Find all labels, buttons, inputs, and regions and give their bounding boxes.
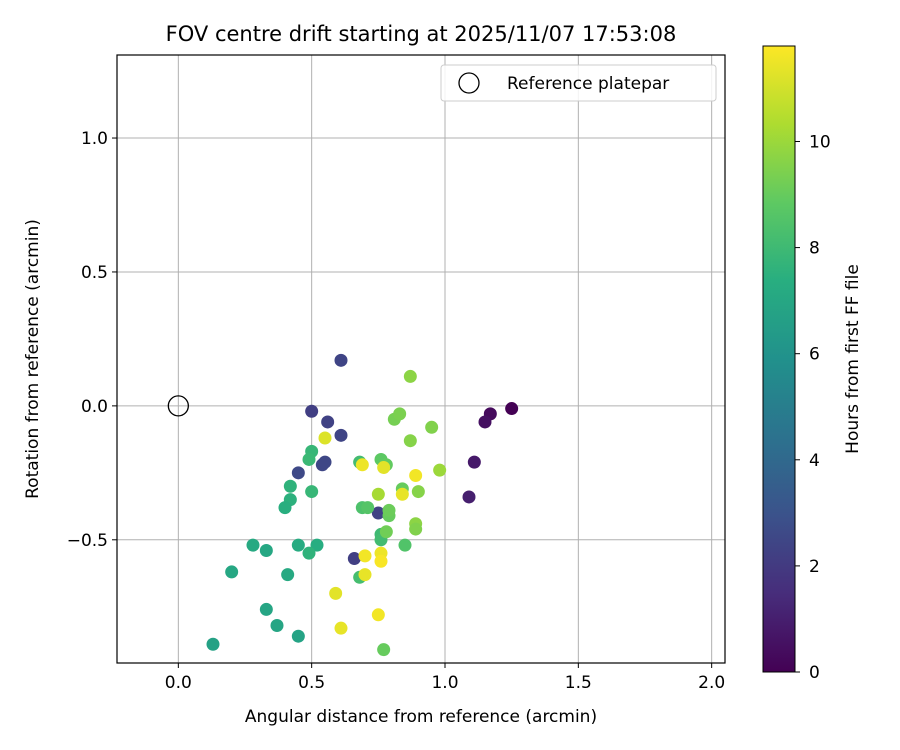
data-point [334, 428, 348, 442]
grid-lines [117, 55, 725, 663]
data-point [411, 485, 425, 499]
data-point [462, 490, 476, 504]
data-point [425, 420, 439, 434]
data-point [409, 469, 423, 483]
x-tick-label: 0.0 [165, 673, 192, 693]
legend: Reference platepar [440, 64, 717, 102]
x-tick-label: 1.0 [431, 673, 458, 693]
colorbar-tick-label: 2 [809, 557, 820, 577]
data-point [377, 643, 391, 657]
data-point [403, 434, 417, 448]
data-point [395, 487, 409, 501]
plot-frame [116, 54, 726, 664]
colorbar-tick-label: 4 [809, 451, 820, 471]
data-point [361, 501, 375, 515]
x-axis-ticks: 0.0 0.5 1.0 1.5 2.0 [165, 663, 725, 693]
data-point [329, 586, 343, 600]
data-point [259, 544, 273, 558]
colorbar-tick-label: 10 [809, 132, 831, 152]
data-point [409, 522, 423, 536]
data-point [291, 538, 305, 552]
data-point [371, 487, 385, 501]
data-point [382, 503, 396, 517]
data-point [358, 549, 372, 563]
data-point [377, 460, 391, 474]
data-point [374, 554, 388, 568]
data-point [393, 407, 407, 421]
data-point [433, 463, 447, 477]
data-point [270, 619, 284, 633]
data-point [379, 525, 393, 539]
data-point [355, 458, 369, 472]
data-point [321, 415, 335, 429]
data-point [347, 552, 361, 566]
data-point [246, 538, 260, 552]
legend-box [440, 64, 717, 102]
data-point [206, 637, 220, 651]
data-point [318, 455, 332, 469]
data-point [302, 546, 316, 560]
legend-entry-label: Reference platepar [507, 74, 669, 94]
data-point [398, 538, 412, 552]
colorbar-label: Hours from first FF file [843, 264, 863, 454]
y-tick-label: 1.0 [81, 129, 108, 149]
data-point [310, 538, 324, 552]
data-point [318, 431, 332, 445]
data-point [305, 485, 319, 499]
data-point [371, 608, 385, 622]
y-axis-label: Rotation from reference (arcmin) [23, 219, 43, 499]
data-point [278, 501, 292, 515]
colorbar-tick-label: 8 [809, 239, 820, 259]
y-tick-label: −0.5 [67, 531, 108, 551]
data-point [358, 568, 372, 582]
data-point [467, 455, 481, 469]
data-point [334, 621, 348, 635]
data-point [281, 568, 295, 582]
x-tick-label: 2.0 [698, 673, 725, 693]
y-tick-label: 0.0 [81, 397, 108, 417]
colorbar-ticks: 0 2 4 6 8 10 [795, 132, 831, 683]
data-point [505, 402, 519, 416]
colorbar-tick-label: 6 [809, 345, 820, 365]
y-axis-ticks: −0.5 0.0 0.5 1.0 [67, 129, 117, 551]
data-point [291, 466, 305, 480]
data-point [302, 452, 316, 466]
colorbar-gradient [762, 45, 796, 673]
y-tick-label: 0.5 [81, 263, 108, 283]
data-point [371, 506, 385, 520]
x-axis-label: Angular distance from reference (arcmin) [245, 707, 597, 727]
data-point [305, 404, 319, 418]
data-points [206, 353, 519, 657]
data-point [334, 353, 348, 367]
colorbar-tick-label: 0 [809, 663, 820, 683]
data-point [283, 479, 297, 493]
legend-open-circle-marker [458, 72, 480, 94]
chart-title: FOV centre drift starting at 2025/11/07 … [166, 22, 677, 46]
x-tick-label: 1.5 [565, 673, 592, 693]
data-point [291, 629, 305, 643]
data-point [259, 602, 273, 616]
colorbar: 0 2 4 6 8 10 Hours from first FF file [762, 45, 863, 683]
data-point [225, 565, 239, 579]
data-point [478, 415, 492, 429]
reference-point-marker [167, 395, 189, 417]
data-point [403, 369, 417, 383]
x-tick-label: 0.5 [298, 673, 325, 693]
